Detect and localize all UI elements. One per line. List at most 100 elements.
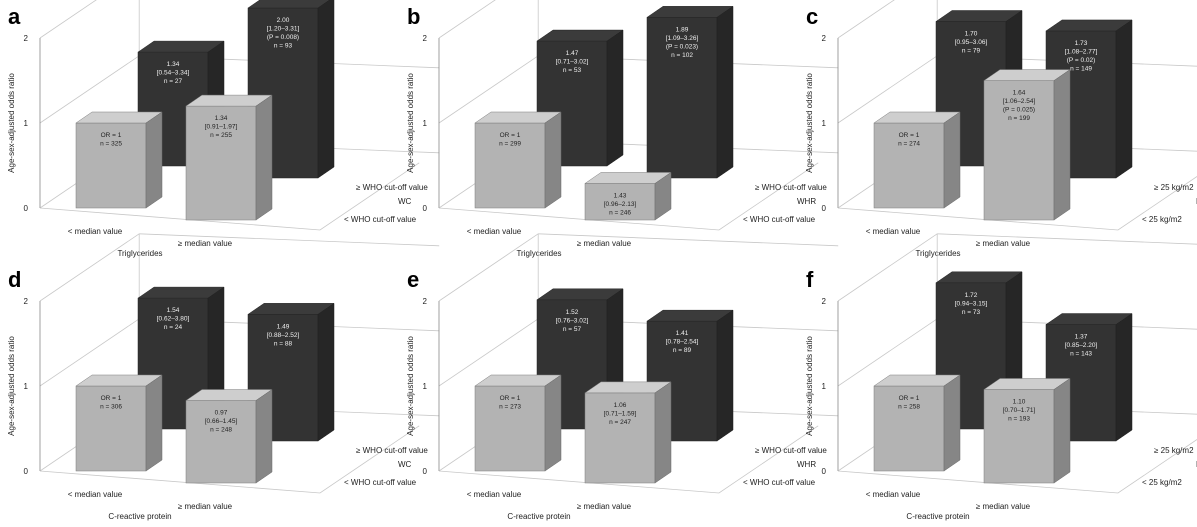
bar-side	[317, 302, 335, 442]
bar-a-s0-c1: 1.34 [0.91–1.97]n = 255	[185, 94, 273, 221]
bar-data-label: 1.72	[965, 292, 978, 299]
bar-data-label: (P = 0.023)	[666, 43, 698, 50]
y-tick-label: 1	[423, 119, 428, 128]
bar-face	[873, 122, 945, 209]
bar-data-label: OR = 1	[899, 132, 920, 139]
y-tick-label: 0	[24, 204, 29, 213]
bar-data-label: n = 24	[164, 324, 183, 331]
bar-data-label: [0.71–3.02]	[556, 59, 589, 66]
gridline-left	[837, 55, 938, 124]
bar-side	[654, 381, 672, 484]
x-category-label: ≥ median value	[976, 239, 1031, 248]
bar-side	[716, 5, 734, 179]
bar-data-label: [0.70–1.71]	[1003, 407, 1036, 414]
bar-data-label: [0.96–2.13]	[604, 201, 637, 208]
bar-data-label: n = 149	[1070, 65, 1092, 72]
floor-edge	[438, 425, 819, 494]
bar-data-label: n = 53	[563, 67, 582, 74]
bar-data-label: 1.54	[167, 307, 180, 314]
y-tick-label: 0	[822, 467, 827, 476]
bar-d-s0-c1: 0.97[0.66–1.45] n = 248	[185, 389, 273, 484]
bar-side	[606, 29, 624, 167]
bar-face	[185, 400, 257, 484]
bar-data-label: n = 27	[164, 78, 183, 85]
bar-data-label: [0.91–1.97]	[205, 124, 238, 131]
depth-category-label: ≥ WHO cut-off value	[356, 183, 428, 192]
y-axis-label: Age-sex-adjusted odds ratio	[7, 336, 16, 436]
bar-data-label: OR = 1	[500, 132, 521, 139]
bar-side	[255, 94, 273, 221]
bar-data-label: n = 299	[499, 141, 521, 148]
bar-b-s0-c0: OR = 1 n = 299	[474, 111, 562, 209]
bar-data-label: n = 247	[609, 419, 631, 426]
bar-data-label: 1.10	[1013, 399, 1026, 406]
bar-side	[943, 111, 961, 209]
bar-data-label: [1.06–2.54]	[1003, 98, 1036, 105]
bar-data-label: n = 199	[1008, 115, 1030, 122]
x-category-label: ≥ median value	[976, 502, 1031, 511]
bar-top	[247, 0, 331, 9]
panel-letter-c: c	[806, 4, 818, 29]
bar-data-label: OR = 1	[101, 132, 122, 139]
y-tick-label: 0	[822, 204, 827, 213]
bar-data-label: n = 306	[100, 404, 122, 411]
gridline-back	[139, 233, 440, 247]
x-category-label: < median value	[866, 490, 921, 499]
x-category-label: < median value	[467, 490, 522, 499]
bar-data-label: n = 258	[898, 404, 920, 411]
bar-data-label: 1.89	[676, 26, 689, 33]
x-category-label: ≥ median value	[178, 502, 233, 511]
y-axis-label: Age-sex-adjusted odds ratio	[7, 73, 16, 173]
x-category-label: < median value	[866, 227, 921, 236]
floor-edge	[837, 439, 1197, 494]
y-tick-label: 0	[423, 467, 428, 476]
panel-letter-e: e	[407, 267, 419, 292]
depth-category-label: ≥ 25 kg/m2	[1154, 183, 1194, 192]
bar-data-label: n = 143	[1070, 351, 1092, 358]
bar-face	[75, 122, 147, 209]
bar-data-label: n = 79	[962, 48, 981, 55]
y-tick-label: 2	[822, 34, 827, 43]
x-axis-label: C-reactive protein	[108, 512, 171, 521]
bar-face	[646, 17, 718, 179]
bar-data-label: 1.49	[277, 323, 290, 330]
panel-e: e 0 1 2 Age-sex-adjusted odds ratio 1.52[0.76…	[406, 233, 839, 521]
bar-face	[474, 385, 546, 472]
gridline-left	[837, 318, 938, 387]
bar-face	[873, 385, 945, 472]
bar-data-label: 1.64	[1013, 90, 1026, 97]
bar-face	[983, 80, 1055, 221]
bar-data-label: n = 93	[274, 43, 293, 50]
bar-data-label: [1.20–3.31]	[267, 26, 300, 33]
y-tick-label: 2	[423, 297, 428, 306]
x-axis-label: Triglycerides	[915, 249, 960, 258]
bar-data-label: 1.47	[566, 50, 579, 57]
bar-data-label: n = 73	[962, 309, 981, 316]
panel-a: a 0 1 2 Age-sex-adjusted odds ratio 1.34 [0.54…	[7, 0, 440, 258]
bar-data-label: n = 246	[609, 209, 631, 216]
x-axis-label: Triglycerides	[516, 249, 561, 258]
depth-axis-label: WHR	[797, 460, 816, 469]
y-tick-label: 1	[822, 119, 827, 128]
bar-data-label: [0.54–3.34]	[157, 70, 190, 77]
bar-side	[1053, 69, 1071, 221]
x-category-label: < median value	[467, 227, 522, 236]
bar-c-s0-c1: 1.64[1.06–2.54] (P = 0.025)n = 199	[983, 69, 1071, 221]
panel-letter-d: d	[8, 267, 21, 292]
y-axis-label: Age-sex-adjusted odds ratio	[406, 336, 415, 436]
depth-axis-label: WHR	[797, 197, 816, 206]
bar-data-label: 1.37	[1075, 334, 1088, 341]
depth-category-label: < WHO cut-off value	[344, 215, 417, 224]
bar-side	[716, 309, 734, 442]
bar-data-label: [0.66–1.45]	[205, 418, 238, 425]
bar-side	[544, 374, 562, 472]
gridline-left	[438, 55, 539, 124]
y-axis-label: Age-sex-adjusted odds ratio	[406, 73, 415, 173]
bar-data-label: [1.08–2.77]	[1065, 48, 1098, 55]
bar-side	[943, 374, 961, 472]
x-axis-label: Triglycerides	[117, 249, 162, 258]
bar-e-s0-c0: OR = 1 n = 273	[474, 374, 562, 472]
y-tick-label: 0	[24, 467, 29, 476]
bar-e-s0-c1: 1.06[0.71–1.59] n = 247	[584, 381, 672, 484]
